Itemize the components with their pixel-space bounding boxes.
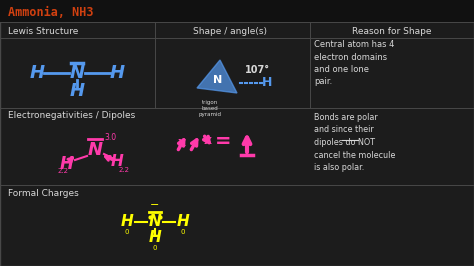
Text: Central atom has 4
electron domains
and one lone
pair.: Central atom has 4 electron domains and …	[314, 40, 394, 86]
Text: H: H	[60, 155, 74, 173]
Text: H: H	[262, 77, 272, 89]
Text: 0: 0	[125, 229, 129, 235]
Text: =: =	[215, 132, 231, 152]
Text: N: N	[87, 141, 102, 159]
Text: H: H	[109, 64, 125, 82]
Text: 0: 0	[153, 245, 157, 251]
Bar	[0, 0, 474, 22]
Text: H: H	[120, 214, 133, 230]
Text: x: x	[178, 135, 186, 148]
Text: H: H	[177, 214, 190, 230]
Text: 2.2: 2.2	[119, 167, 130, 173]
Text: Electronegativities / Dipoles: Electronegativities / Dipoles	[8, 111, 135, 120]
Text: H: H	[149, 231, 161, 246]
Text: N: N	[69, 64, 84, 82]
Text: H: H	[110, 155, 123, 169]
Text: Ammonia, NH3: Ammonia, NH3	[8, 6, 93, 19]
Text: trigon
based
pyramid: trigon based pyramid	[199, 100, 221, 117]
Text: 3.0: 3.0	[104, 134, 116, 143]
Text: 0: 0	[181, 229, 185, 235]
Text: N: N	[149, 214, 161, 230]
Text: Bonds are polar
and since their
dipoles do NOT
cancel the molecule
is also polar: Bonds are polar and since their dipoles …	[314, 113, 395, 172]
Text: x: x	[204, 134, 212, 147]
Text: Formal Charges: Formal Charges	[8, 189, 79, 197]
Text: Lewis Structure: Lewis Structure	[8, 27, 78, 35]
Text: N: N	[213, 75, 223, 85]
Text: H: H	[69, 82, 84, 100]
Polygon shape	[197, 60, 237, 93]
Text: Shape / angle(s): Shape / angle(s)	[193, 27, 267, 35]
Text: H: H	[29, 64, 45, 82]
Text: −: −	[150, 200, 160, 210]
Text: 107°: 107°	[245, 65, 270, 75]
Text: 2.2: 2.2	[58, 168, 69, 174]
Text: Reason for Shape: Reason for Shape	[352, 27, 432, 35]
